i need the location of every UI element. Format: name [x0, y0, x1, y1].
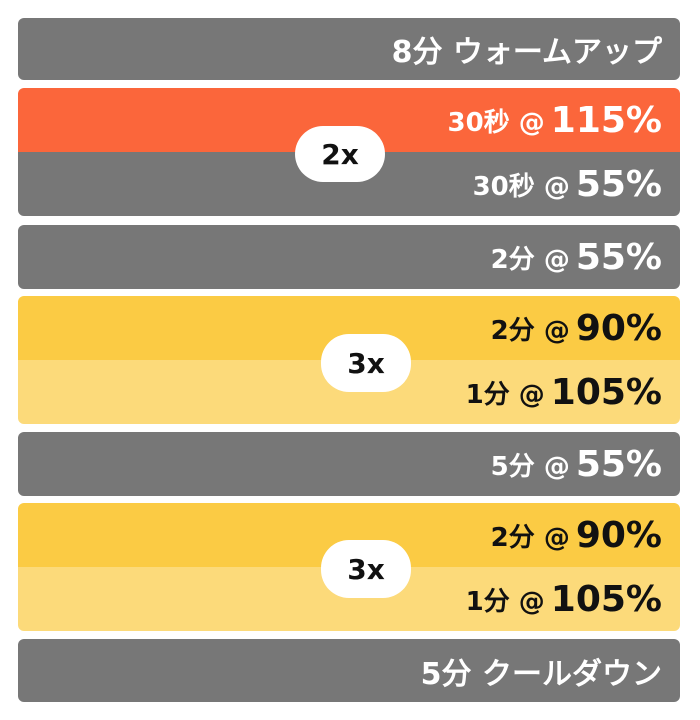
warmup-label: 8分 ウォームアップ: [391, 35, 662, 70]
interval-percent: 105%: [550, 371, 662, 413]
rest-row: 5分 @ 55%: [18, 432, 680, 496]
interval-percent: 55%: [575, 236, 662, 278]
repeat-badge: 2x: [295, 126, 385, 182]
interval-percent: 55%: [575, 443, 662, 485]
cooldown-row: 5分 クールダウン: [18, 639, 680, 702]
repeat-badge: 3x: [321, 540, 411, 598]
interval-time: 2分 @: [490, 315, 570, 346]
interval-time: 30秒 @: [472, 171, 570, 202]
rest-segment-2: 5分 @ 55%: [18, 432, 680, 496]
warmup-segment: 8分 ウォームアップ: [18, 18, 680, 80]
interval-block-2: 2分 @ 90% 1分 @ 105%: [18, 296, 680, 424]
rest-segment-1: 2分 @ 55%: [18, 225, 680, 289]
interval-time: 2分 @: [490, 244, 570, 275]
warmup-row: 8分 ウォームアップ: [18, 18, 680, 80]
cooldown-segment: 5分 クールダウン: [18, 639, 680, 702]
repeat-badge: 3x: [321, 334, 411, 392]
interval-row-work: 2分 @ 90%: [18, 296, 680, 360]
interval-time: 2分 @: [490, 522, 570, 553]
cooldown-label: 5分 クールダウン: [420, 656, 662, 692]
interval-time: 1分 @: [465, 379, 545, 410]
interval-time: 30秒 @: [447, 107, 545, 138]
interval-percent: 105%: [550, 578, 662, 620]
interval-percent: 90%: [575, 307, 662, 349]
interval-time: 1分 @: [465, 586, 545, 617]
rest-row: 2分 @ 55%: [18, 225, 680, 289]
interval-percent: 90%: [575, 514, 662, 556]
interval-time: 5分 @: [490, 451, 570, 482]
interval-percent: 55%: [575, 163, 662, 205]
interval-percent: 115%: [550, 99, 662, 141]
